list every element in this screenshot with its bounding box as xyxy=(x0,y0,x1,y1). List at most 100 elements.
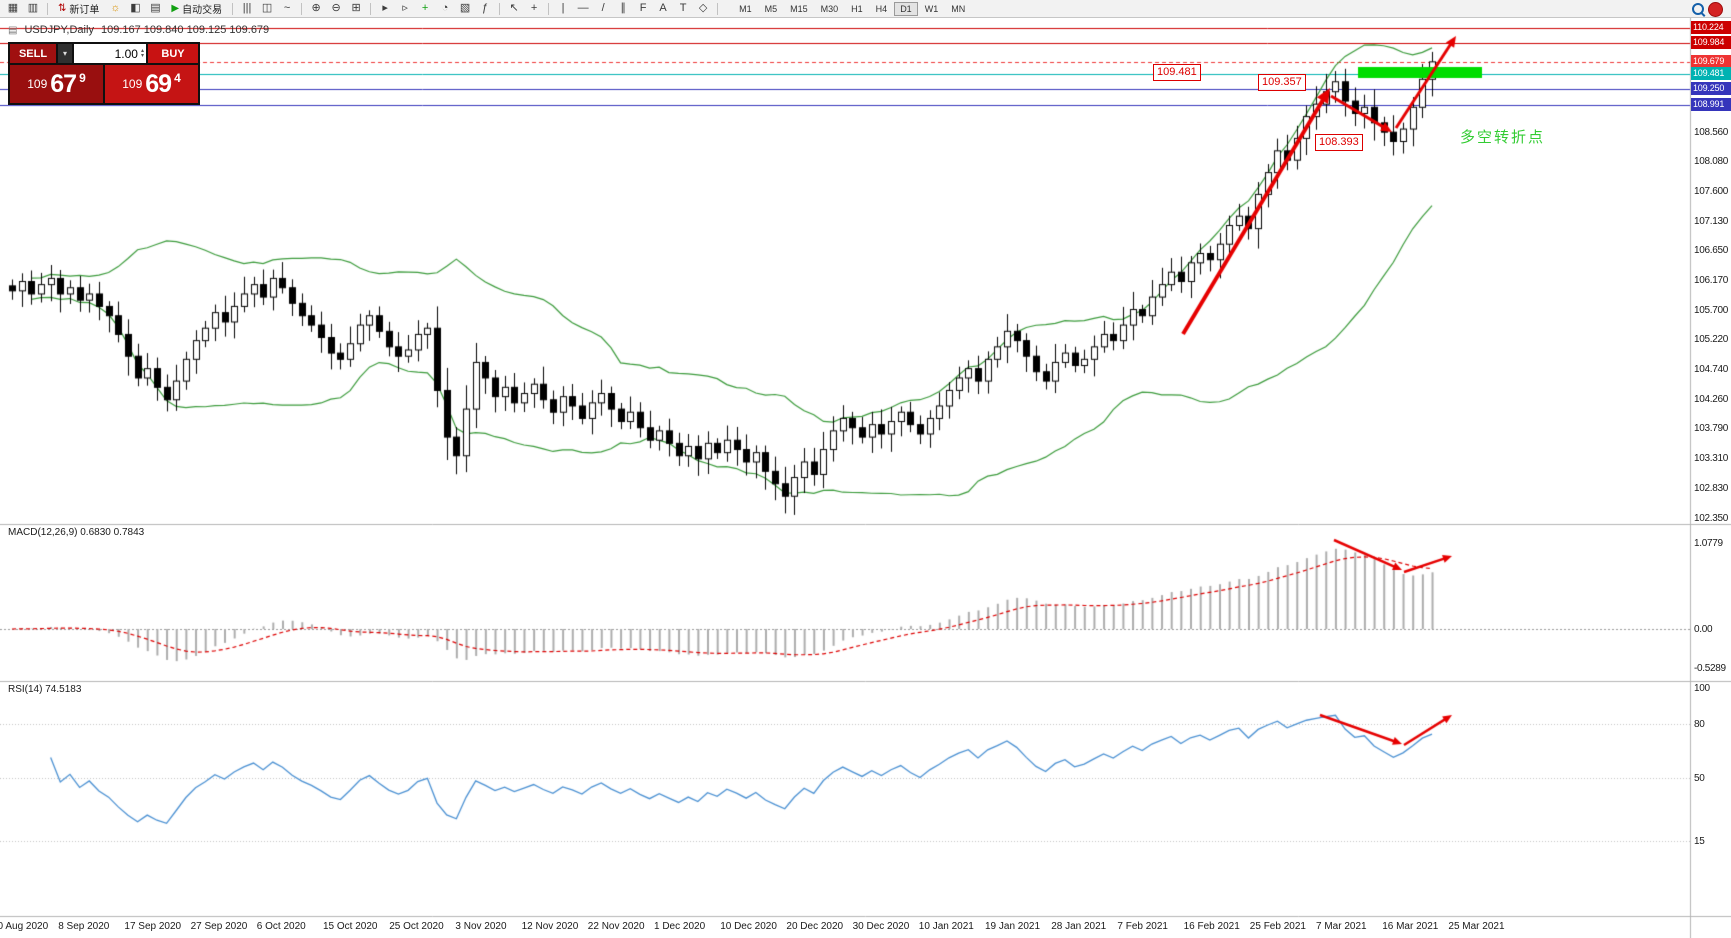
timeframe-M5[interactable]: M5 xyxy=(764,3,778,14)
new-order-icon: ⇅ xyxy=(58,3,67,14)
cursor-icon[interactable]: ↖ xyxy=(509,2,519,14)
chart-title-bar: ▤ USDJPY,Daily 109.167 109.840 109.125 1… xyxy=(8,24,269,36)
price-annotation-label[interactable]: 109.481 xyxy=(1153,64,1201,81)
time-axis-label: 10 Dec 2020 xyxy=(720,921,777,932)
price-scale-tick: 105.220 xyxy=(1694,334,1729,346)
time-axis-label: 20 Dec 2020 xyxy=(786,921,844,932)
lot-size-input[interactable]: 1.00 ▴ ▾ xyxy=(74,44,146,63)
market-watch-icon[interactable]: ◧ xyxy=(130,2,141,14)
navigator-icon[interactable]: ▤ xyxy=(150,2,161,14)
price-scale-badge: 110.224 xyxy=(1691,21,1731,34)
lot-spinner[interactable]: ▴ ▾ xyxy=(140,47,144,59)
toolbar-separator xyxy=(717,2,719,15)
ask-prefix: 109 xyxy=(122,77,143,91)
price-scale-badge: 109.481 xyxy=(1691,67,1731,81)
time-axis-label: 25 Oct 2020 xyxy=(389,921,444,932)
time-axis-label: 7 Mar 2021 xyxy=(1316,921,1367,932)
time-axis-label: 16 Mar 2021 xyxy=(1382,921,1439,932)
notification-icon[interactable] xyxy=(1708,2,1723,17)
time-axis-label: 3 Nov 2020 xyxy=(455,921,507,932)
timeframe-W1[interactable]: W1 xyxy=(924,3,939,14)
sell-button[interactable]: SELL xyxy=(10,44,56,63)
price-scale-tick: 108.080 xyxy=(1694,156,1729,168)
bar-chart-icon[interactable]: ||| xyxy=(242,2,252,14)
add-indicator-icon[interactable]: + xyxy=(421,2,429,14)
shapes-icon[interactable]: ◇ xyxy=(698,2,708,14)
time-axis-label: 10 Jan 2021 xyxy=(918,921,974,932)
timeframe-H1[interactable]: H1 xyxy=(851,3,863,14)
timeframe-M1[interactable]: M1 xyxy=(739,3,752,14)
channel-icon[interactable]: ∥ xyxy=(620,2,626,14)
time-axis-label: 22 Nov 2020 xyxy=(587,921,645,932)
chart-shift-icon[interactable]: ▹ xyxy=(402,2,408,14)
label-icon[interactable]: T xyxy=(679,2,687,14)
rsi-scale-tick: 15 xyxy=(1694,836,1705,847)
timeframe-M30[interactable]: M30 xyxy=(820,3,839,14)
line-chart-icon[interactable]: ~ xyxy=(283,2,291,14)
buy-price-display[interactable]: 109 69 4 xyxy=(105,65,198,103)
autotrading-icon: ▶ xyxy=(171,3,180,14)
bid-prefix: 109 xyxy=(27,77,48,91)
zoom-in-icon[interactable]: ⊕ xyxy=(311,2,321,14)
horizontal-line-icon[interactable]: — xyxy=(577,2,589,14)
tile-windows-icon[interactable]: ⊞ xyxy=(351,2,361,14)
search-icon[interactable] xyxy=(1692,3,1704,15)
time-axis-label: 28 Jan 2021 xyxy=(1051,921,1107,932)
macd-scale-tick: 0.00 xyxy=(1694,624,1713,635)
new-order-button[interactable]: ⇅ 新订单 xyxy=(53,1,104,16)
price-scale-badge: 109.984 xyxy=(1691,35,1731,49)
rsi-scale-tick: 80 xyxy=(1694,719,1705,730)
autotrading-button[interactable]: ▶ 自动交易 xyxy=(166,1,227,16)
toolbar-separator xyxy=(47,2,48,15)
candlestick-chart-icon[interactable]: ◫ xyxy=(261,2,273,14)
auto-scroll-icon[interactable]: ▸ xyxy=(382,2,388,14)
zoom-out-icon[interactable]: ⊖ xyxy=(331,2,341,14)
main-toolbar: ▦ ▥ ⇅ 新订单 ☼ ◧ ▤ ▶ 自动交易 ||| ◫ ~ ⊕ ⊖ ⊞ ▸ ▹ + ◔ ▧ ƒ ↖ + | — / ∥ F A T ◇ M1… xyxy=(0,0,1731,18)
periods-icon[interactable]: ◔ xyxy=(441,2,449,14)
toolbar-separator xyxy=(370,2,372,15)
sell-price-display[interactable]: 109 67 9 xyxy=(10,65,103,103)
spinner-up-icon[interactable]: ▴ xyxy=(140,47,144,54)
price-scale-tick: 104.740 xyxy=(1694,364,1729,376)
profiles-icon[interactable]: ▥ xyxy=(27,2,39,14)
price-scale-badge: 109.250 xyxy=(1691,81,1731,95)
price-scale-tick: 104.260 xyxy=(1694,394,1729,406)
rsi-scale-tick: 50 xyxy=(1694,773,1705,784)
time-axis-label: 8 Sep 2020 xyxy=(58,921,110,932)
time-axis-label: 16 Feb 2021 xyxy=(1183,921,1240,932)
timeframe-MN[interactable]: MN xyxy=(951,3,966,14)
fibonacci-icon[interactable]: F xyxy=(639,2,647,14)
new-chart-icon[interactable]: ▦ xyxy=(7,2,19,14)
metaeditor-icon[interactable]: ☼ xyxy=(110,2,121,14)
trade-options-dropdown-icon[interactable]: ▾ xyxy=(58,44,72,63)
trade-controls-row: SELL ▾ 1.00 ▴ ▾ BUY xyxy=(10,44,198,63)
crosshair-icon[interactable]: + xyxy=(530,2,538,14)
price-annotation-label[interactable]: 108.393 xyxy=(1315,134,1363,151)
price-scale-badge: 109.679 xyxy=(1691,54,1731,68)
time-axis-label: 15 Oct 2020 xyxy=(323,921,378,932)
buy-button[interactable]: BUY xyxy=(148,44,198,63)
turning-point-label[interactable]: 多空转折点 xyxy=(1460,129,1546,146)
price-scale-tick: 108.560 xyxy=(1694,126,1729,138)
bid-big-digits: 67 xyxy=(50,69,77,98)
price-scale-tick: 106.650 xyxy=(1694,245,1729,257)
macd-scale-tick: -0.5289 xyxy=(1694,663,1726,674)
toolbar-separator xyxy=(232,2,234,15)
time-axis-label: 27 Sep 2020 xyxy=(190,921,248,932)
indicators-icon[interactable]: ƒ xyxy=(482,2,489,14)
price-scale-tick: 102.830 xyxy=(1694,483,1729,495)
templates-icon[interactable]: ▧ xyxy=(459,2,471,14)
trendline-icon[interactable]: / xyxy=(601,2,605,14)
timeframe-D1[interactable]: D1 xyxy=(894,1,918,16)
vertical-line-icon[interactable]: | xyxy=(561,2,565,14)
price-scale-badge: 108.991 xyxy=(1691,97,1731,111)
ask-pip-digit: 4 xyxy=(174,71,181,85)
chart-symbol-icon: ▤ xyxy=(8,24,18,36)
spinner-down-icon[interactable]: ▾ xyxy=(140,52,144,59)
timeframe-M15[interactable]: M15 xyxy=(790,3,808,14)
timeframe-H4[interactable]: H4 xyxy=(875,3,888,14)
price-annotation-label[interactable]: 109.357 xyxy=(1258,74,1306,91)
text-icon[interactable]: A xyxy=(659,2,667,14)
